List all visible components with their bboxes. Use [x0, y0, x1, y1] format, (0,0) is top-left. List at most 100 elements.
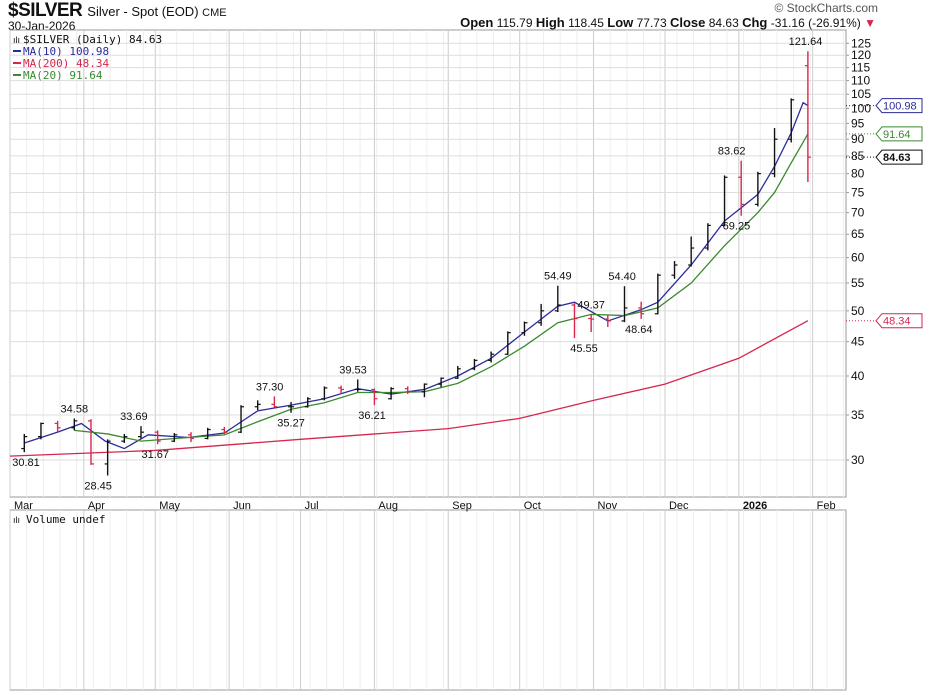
- y-tick-label: 30: [851, 453, 865, 467]
- x-tick-label: Nov: [598, 500, 618, 512]
- x-tick-label: May: [159, 500, 180, 512]
- chg-label: Chg: [742, 15, 768, 30]
- ohlc-bar: [54, 420, 61, 433]
- y-tick-label: 45: [851, 335, 865, 349]
- price-panel: [9, 29, 847, 498]
- chart-date: 30-Jan-2026: [8, 19, 76, 33]
- y-tick-label: 80: [851, 167, 865, 181]
- legend-ma20: MA(20) 91.64: [23, 69, 103, 82]
- ohlc-bar: [221, 426, 228, 434]
- ohlc-bar: [238, 405, 245, 434]
- price-annotation: 54.49: [544, 271, 572, 283]
- value-tag-label: 48.34: [883, 316, 911, 328]
- price-annotation: 48.64: [625, 324, 653, 336]
- x-tick-label: Jul: [305, 500, 319, 512]
- ohlc-bar: [87, 419, 94, 465]
- chg-value: -31.16 (-26.91%): [770, 16, 861, 30]
- y-tick-label: 60: [851, 251, 865, 265]
- x-tick-label: Sep: [452, 500, 472, 512]
- value-tag-close: [875, 149, 923, 165]
- ohlc-bar: [137, 426, 144, 439]
- price-annotation: 49.37: [577, 300, 605, 312]
- legend-ma200: MA(200) 48.34: [23, 57, 109, 70]
- x-tick-label: 2026: [743, 500, 767, 512]
- legend-main: $SILVER (Daily) 84.63: [23, 33, 162, 46]
- description: Silver - Spot (EOD): [87, 4, 199, 19]
- ohlc-bar: [71, 418, 78, 431]
- open-label: Open: [460, 15, 494, 30]
- price-annotation: 35.27: [277, 418, 305, 430]
- y-tick-label: 55: [851, 276, 865, 290]
- high-label: High: [535, 15, 565, 30]
- ohlc-bar: [804, 51, 811, 183]
- y-tick-label: 85: [851, 149, 865, 163]
- low-label: Low: [607, 15, 634, 30]
- ohlc-bar: [621, 286, 628, 323]
- ohlc-bar: [188, 432, 195, 443]
- ohlc-bar: [604, 315, 611, 328]
- price-annotation: 28.45: [84, 480, 112, 492]
- title-bar: $SILVER Silver - Spot (EOD) CME: [8, 1, 227, 20]
- ohlc-bar: [788, 98, 795, 143]
- close-label: Close: [669, 15, 706, 30]
- price-annotation: 39.53: [339, 364, 367, 376]
- y-tick-label: 50: [851, 304, 865, 318]
- ohlc-bar: [204, 427, 211, 440]
- ohlc-bar: [271, 396, 278, 408]
- price-annotation: 30.81: [12, 457, 40, 469]
- brand-logo[interactable]: © StockCharts.com: [774, 1, 878, 15]
- y-tick-label: 95: [851, 116, 865, 130]
- series-line-ma20: [74, 133, 809, 442]
- y-tick-label: 115: [851, 61, 870, 75]
- price-annotation: 37.30: [256, 381, 284, 393]
- y-tick-label: 70: [851, 206, 865, 220]
- y-tick-label: 100: [851, 101, 871, 115]
- ohlc-bar: [671, 261, 678, 279]
- ohlc-bar: [104, 439, 111, 476]
- ohlc-bar: [504, 331, 511, 355]
- y-tick-label: 75: [851, 185, 865, 199]
- ohlc-bar: [438, 377, 445, 388]
- ohlc-bar: [338, 385, 345, 395]
- value-tag-ma200: [875, 313, 923, 329]
- ohlc-bar: [121, 433, 128, 443]
- x-tick-label: Mar: [14, 500, 33, 512]
- ohlc-bar: [354, 379, 361, 392]
- price-annotation: 83.62: [718, 146, 746, 158]
- ohlc-bar: [321, 386, 328, 401]
- ohlc-bar: [288, 401, 295, 413]
- ohlc-bar: [454, 365, 461, 379]
- ohlc-bar: [588, 314, 595, 333]
- price-annotation: 31.67: [142, 449, 170, 461]
- ohlc-bar: [654, 273, 661, 315]
- ohlc-bar: [688, 236, 695, 267]
- ohlc-bar: [371, 388, 378, 406]
- y-tick-label: 125: [851, 36, 871, 50]
- y-tick-label: 65: [851, 227, 865, 241]
- ohlc-bar: [554, 285, 561, 313]
- value-tag-ma10: [875, 98, 923, 114]
- value-tag-label: 100.98: [883, 101, 917, 113]
- ohlc-bar: [37, 422, 44, 440]
- legend-ma10: MA(10) 100.98: [23, 45, 109, 58]
- y-tick-label: 40: [851, 369, 865, 383]
- ohlc-bar: [638, 301, 645, 319]
- open-value: 115.79: [496, 16, 533, 30]
- price-annotation: 54.40: [608, 271, 636, 283]
- y-tick-label: 110: [851, 74, 870, 88]
- price-annotation: 45.55: [570, 343, 598, 355]
- price-annotation: 36.21: [358, 410, 386, 422]
- y-tick-label: 105: [851, 87, 871, 101]
- exchange: CME: [202, 7, 227, 19]
- ohlc-bar: [738, 160, 745, 216]
- ohlc-bar: [471, 358, 478, 371]
- x-tick-label: Feb: [817, 500, 836, 512]
- x-tick-label: Aug: [378, 500, 398, 512]
- value-tag-label: 84.63: [883, 152, 911, 164]
- symbol-description: Silver - Spot (EOD) CME: [87, 4, 226, 19]
- x-tick-label: Jun: [233, 500, 251, 512]
- y-tick-label: 35: [851, 408, 865, 422]
- value-tag-ma20: [875, 126, 923, 142]
- series-line-ma200: [9, 320, 809, 457]
